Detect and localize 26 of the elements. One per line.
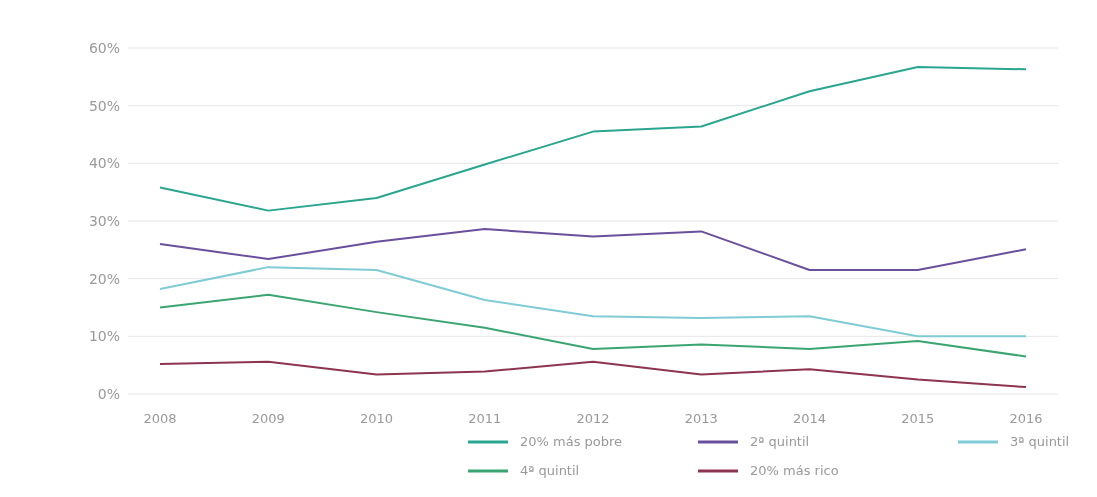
x-tick-label: 2016 [1009, 411, 1043, 427]
x-tick-label: 2009 [251, 411, 285, 427]
y-tick-label: 50% [88, 97, 120, 114]
x-tick-label: 2015 [901, 411, 935, 427]
y-tick-label: 60% [88, 39, 120, 56]
line-series [159, 360, 1027, 389]
line-series [159, 293, 1027, 358]
legend-label: 2ª quintil [750, 434, 810, 449]
legend-label: 20% más rico [750, 463, 839, 478]
legend-label: 4ª quintil [520, 463, 580, 478]
y-tick-label: 20% [88, 270, 120, 287]
y-tick-label: 40% [88, 155, 120, 172]
x-tick-label: 2014 [792, 411, 827, 427]
x-tick-label: 2011 [468, 411, 502, 427]
y-tick-label: 10% [88, 328, 120, 345]
line-series [159, 228, 1027, 272]
legend-label: 3ª quintil [1010, 434, 1070, 449]
x-tick-label: 2008 [143, 411, 177, 427]
legend-label: 20% más pobre [520, 434, 623, 449]
x-tick-label: 2012 [576, 411, 610, 427]
x-tick-label: 2013 [684, 411, 718, 427]
y-tick-label: 30% [88, 212, 120, 229]
x-tick-label: 2010 [359, 411, 394, 427]
line-series [159, 266, 1027, 338]
line-series [159, 66, 1027, 212]
y-tick-label: 0% [97, 385, 120, 402]
